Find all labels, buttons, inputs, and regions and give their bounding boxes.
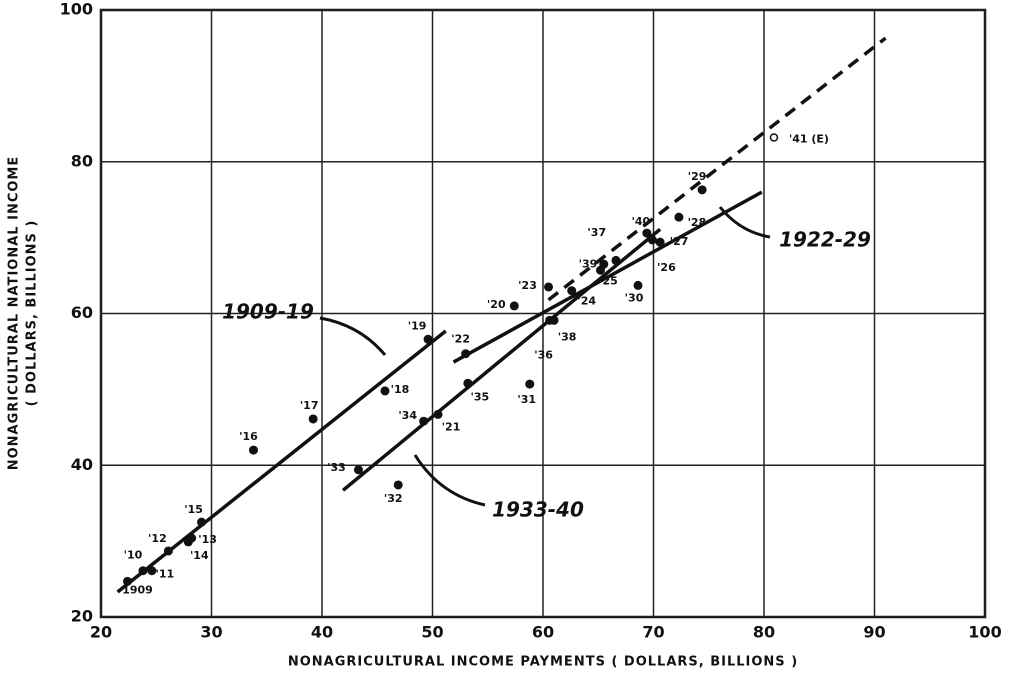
y-axis-label: ( DOLLARS, BILLIONS ) <box>25 220 40 407</box>
data-point <box>248 445 258 455</box>
point-label: '40 <box>632 215 651 228</box>
y-tick-label: 20 <box>71 607 93 626</box>
data-point <box>380 386 390 396</box>
point-label: '21 <box>442 420 461 433</box>
x-tick-label: 40 <box>311 623 333 642</box>
fit-line <box>547 36 887 302</box>
point-label: '41 (E) <box>789 132 829 145</box>
data-point <box>393 480 403 490</box>
annotation-arrow <box>319 316 387 356</box>
point-label: '39 <box>579 257 598 270</box>
point-label: '12 <box>148 532 167 545</box>
y-tick-label: 80 <box>71 151 93 170</box>
point-label: '23 <box>518 279 537 292</box>
point-label: '25 <box>599 274 618 287</box>
data-point <box>549 315 559 325</box>
point-label: '16 <box>239 430 258 443</box>
data-point <box>123 576 133 586</box>
data-point <box>419 416 429 426</box>
point-label: '26 <box>657 261 676 274</box>
point-label: '15 <box>184 503 203 516</box>
data-point <box>433 409 443 419</box>
x-tick-label: 70 <box>642 623 664 642</box>
point-label: '24 <box>577 295 596 308</box>
point-label: '19 <box>408 319 427 332</box>
point-label: '14 <box>190 549 209 562</box>
data-point <box>642 228 652 238</box>
point-label: '38 <box>558 330 577 343</box>
data-point <box>461 349 471 359</box>
annotation: 1933-40 <box>492 498 584 522</box>
point-label: '13 <box>198 533 217 546</box>
x-tick-label: 100 <box>968 623 1001 642</box>
point-label: '11 <box>155 568 174 581</box>
data-point <box>138 566 148 576</box>
x-tick-label: 50 <box>421 623 443 642</box>
y-tick-label: 40 <box>71 455 93 474</box>
data-point <box>463 378 473 388</box>
data-point <box>308 414 318 424</box>
data-point <box>423 334 433 344</box>
point-label: '30 <box>625 291 644 304</box>
point-label: '28 <box>688 216 707 229</box>
point-label: '29 <box>688 170 707 183</box>
point-label: '37 <box>587 226 606 239</box>
x-axis-label: NONAGRICULTURAL INCOME PAYMENTS ( DOLLAR… <box>288 655 798 670</box>
point-label: '31 <box>517 393 536 406</box>
data-point <box>197 517 207 527</box>
data-point <box>655 237 665 247</box>
data-point <box>697 185 707 195</box>
annotation-arrow <box>718 206 771 239</box>
point-label: '34 <box>398 409 417 422</box>
point-label: '17 <box>300 399 319 412</box>
data-point <box>353 465 363 475</box>
x-tick-label: 90 <box>863 623 885 642</box>
point-label: '27 <box>670 235 689 248</box>
annotation-arrow <box>413 454 486 507</box>
point-label: '33 <box>327 461 346 474</box>
point-label: '10 <box>124 549 143 562</box>
point-label: '22 <box>451 333 470 346</box>
data-point <box>525 379 535 389</box>
point-label: '18 <box>391 383 410 396</box>
data-point <box>163 546 173 556</box>
point-label: 1909 <box>122 583 153 596</box>
x-tick-label: 30 <box>200 623 222 642</box>
data-point <box>633 280 643 290</box>
y-tick-label: 100 <box>60 0 93 19</box>
data-point <box>769 133 779 142</box>
y-axis-label: NONAGRICULTURAL NATIONAL INCOME <box>7 156 22 471</box>
x-tick-label: 20 <box>90 623 112 642</box>
data-point <box>599 259 609 269</box>
data-point <box>509 301 519 311</box>
data-point <box>647 235 657 245</box>
y-tick-label: 60 <box>71 303 93 322</box>
data-point <box>567 286 577 296</box>
fit-line <box>452 190 763 364</box>
data-point <box>611 255 621 265</box>
point-label: '36 <box>534 348 553 361</box>
data-point <box>147 566 157 576</box>
data-point <box>674 212 684 222</box>
x-tick-label: 80 <box>753 623 775 642</box>
annotation: 1909-19 <box>222 300 314 324</box>
data-point <box>183 537 193 547</box>
x-tick-label: 60 <box>532 623 554 642</box>
fit-line <box>116 329 447 594</box>
data-point <box>544 282 554 292</box>
point-label: '20 <box>487 298 506 311</box>
annotation: 1922-29 <box>779 228 871 252</box>
point-label: '35 <box>471 390 490 403</box>
point-label: '32 <box>384 492 403 505</box>
fit-line <box>341 227 662 492</box>
